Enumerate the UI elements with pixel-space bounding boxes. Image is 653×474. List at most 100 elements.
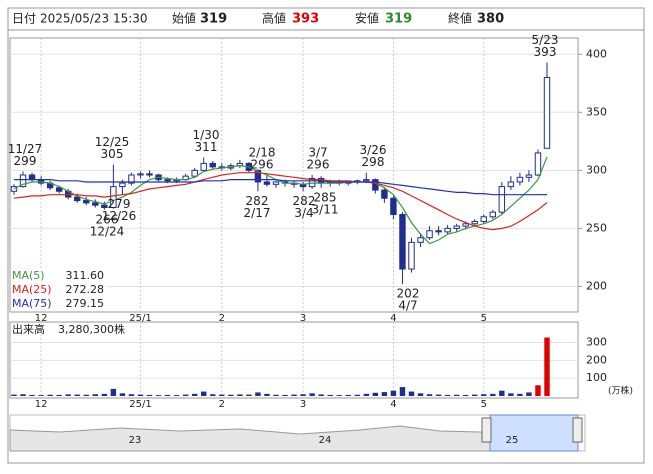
volume-bar: [173, 395, 180, 396]
candle-body: [263, 181, 271, 185]
annotation-value: 282: [293, 194, 316, 208]
annotation-date: 12/24: [90, 224, 125, 238]
candle-body: [408, 241, 415, 270]
volume-bar: [499, 390, 505, 396]
annotation-date: 5/23: [532, 33, 559, 47]
volume-bar: [29, 394, 35, 396]
candle-body: [128, 174, 135, 184]
volume-bar: [255, 392, 261, 396]
candle-body: [110, 186, 117, 209]
x-tick-label: 12: [35, 313, 48, 324]
y-tick-label: 200: [586, 279, 607, 292]
volume-bar: [83, 394, 89, 396]
low-label: 安値: [355, 11, 379, 26]
volume-bar: [417, 393, 424, 396]
candle-body: [254, 169, 262, 183]
volume-bar: [282, 394, 288, 396]
volume-bar: [490, 393, 496, 396]
annotation-date: 3/4: [294, 206, 313, 220]
volume-bar: [38, 395, 44, 396]
annotation-value: 298: [362, 155, 385, 169]
annotation-value: 393: [534, 45, 557, 59]
volume-bar: [408, 391, 415, 396]
annotation-value: 296: [307, 158, 330, 172]
volume-bar: [164, 394, 171, 396]
volume-bar: [191, 393, 198, 396]
candle-body: [462, 223, 469, 227]
annotation-value: 266: [96, 212, 119, 226]
volume-bar: [92, 394, 99, 396]
volume-bar: [399, 387, 406, 396]
volume-bar: [137, 394, 144, 396]
volume-bar: [56, 394, 62, 396]
y-tick-label: 300: [586, 163, 607, 176]
candle-body: [272, 181, 280, 185]
x-tick-label: 5: [481, 399, 487, 410]
annotation-date: 3/26: [360, 143, 387, 157]
volume-bar: [517, 393, 523, 396]
annotation-date: 3/7: [308, 146, 327, 160]
x-tick-label: 25/1: [129, 399, 151, 410]
close-label: 終値: [448, 11, 472, 26]
annotation-date: 2/18: [249, 146, 276, 160]
y-tick-label: 200: [586, 353, 607, 366]
volume-bar: [210, 394, 216, 396]
legend-value: 311.60: [66, 269, 105, 282]
y-tick-label: 250: [586, 221, 607, 234]
volume-bar: [237, 394, 243, 396]
volume-bar: [535, 385, 541, 396]
candle-body: [164, 179, 171, 182]
x-tick-label: 4: [390, 313, 396, 324]
candle-body: [543, 76, 551, 149]
volume-bar: [74, 394, 80, 396]
annotation-value: 296: [251, 158, 274, 172]
candle-body: [119, 182, 126, 188]
volume-bar: [146, 394, 153, 396]
candle-body: [372, 179, 379, 191]
volume-bar: [182, 394, 189, 396]
annotation-date: 1/30: [193, 128, 220, 142]
volume-bar: [390, 390, 397, 396]
moving-average: [13, 156, 548, 245]
moving-average: [13, 172, 548, 231]
candle-body: [101, 204, 108, 209]
volume-bar: [481, 394, 487, 396]
candle-body: [381, 189, 388, 199]
volume-bar: [65, 394, 71, 396]
open-label: 始値: [172, 11, 196, 26]
low: 319: [385, 12, 412, 27]
volume-bar: [372, 392, 379, 396]
annotation-date: 12/26: [102, 209, 137, 223]
annotation-value: 285: [314, 190, 337, 204]
candle-body: [209, 162, 216, 168]
volume-bar: [354, 394, 360, 396]
candle-body: [10, 186, 18, 192]
candle-body: [200, 162, 207, 171]
x-tick-label: 3: [300, 313, 306, 324]
candle-body: [444, 227, 451, 233]
high-label: 高値: [262, 11, 286, 26]
volume-bar: [318, 394, 324, 396]
open: 319: [200, 12, 227, 27]
volume-bar: [110, 388, 117, 396]
volume-bar: [155, 395, 162, 396]
navigator-handle-left[interactable]: [481, 417, 492, 443]
annotation-value: 279: [108, 197, 131, 211]
navigator-handle-right[interactable]: [572, 417, 583, 443]
legend-value: 279.15: [66, 297, 105, 310]
navigator-window[interactable]: [489, 414, 579, 452]
volume-bar: [20, 394, 26, 396]
high: 393: [292, 12, 319, 27]
candle-body: [480, 216, 487, 222]
candle-body: [399, 213, 406, 270]
annotation-date: 2/17: [244, 206, 271, 220]
close: 380: [477, 12, 504, 27]
annotation-value: 305: [101, 147, 124, 161]
x-tick-label: 2: [219, 313, 225, 324]
candle-body: [137, 173, 144, 176]
annotation-value: 202: [397, 287, 420, 301]
volume-bar: [462, 394, 469, 396]
volume-bar: [101, 393, 108, 396]
x-tick-label: 2: [219, 399, 225, 410]
volume-bar: [363, 393, 370, 396]
